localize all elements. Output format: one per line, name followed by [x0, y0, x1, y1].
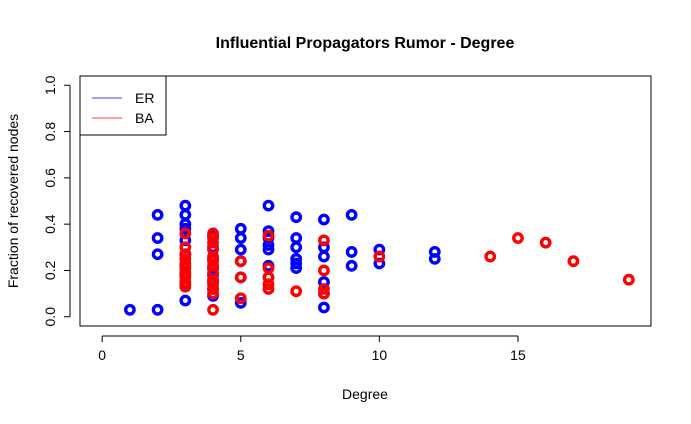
point-ba: [373, 250, 386, 263]
plot-frame: [79, 75, 652, 327]
point-ba: [262, 283, 275, 295]
point-er: [262, 243, 275, 256]
y-tick-label: 0.0: [42, 307, 58, 327]
point-ba: [207, 232, 219, 244]
point-ba: [179, 227, 192, 240]
point-ba: [622, 273, 635, 286]
point-er: [179, 222, 192, 235]
point-er: [151, 303, 164, 316]
point-ba: [179, 280, 192, 293]
legend-label-er: ER: [135, 90, 154, 106]
point-er: [290, 257, 303, 270]
point-er: [290, 262, 303, 275]
point-ba: [318, 264, 330, 277]
point-ba: [234, 292, 247, 305]
point-er: [318, 213, 330, 226]
point-er: [345, 246, 358, 258]
point-er: [290, 211, 303, 224]
points-layer: [123, 199, 635, 316]
point-er: [428, 252, 441, 265]
point-ba: [179, 276, 192, 288]
point-ba: [318, 234, 330, 247]
x-tick-label: 5: [237, 347, 245, 363]
point-er: [151, 208, 164, 221]
point-ba: [234, 271, 247, 284]
point-er: [290, 241, 303, 254]
point-ba: [318, 287, 330, 300]
y-tick-label: 0.2: [42, 261, 58, 281]
point-ba: [207, 255, 219, 268]
point-er: [318, 301, 330, 314]
x-axis: 0 5 10 15: [98, 335, 526, 363]
y-tick-label: 1.0: [42, 75, 58, 95]
point-ba: [290, 285, 303, 298]
point-ba: [234, 255, 247, 268]
legend-label-ba: BA: [135, 110, 154, 126]
point-ba: [262, 229, 275, 242]
point-ba: [484, 250, 497, 263]
point-er: [151, 248, 164, 261]
y-axis: 0.0 0.2 0.4 0.6 0.8 1.0: [42, 75, 71, 327]
point-ba: [262, 278, 275, 291]
x-tick-label: 15: [510, 347, 526, 363]
point-ba: [207, 303, 219, 316]
point-ba: [207, 283, 219, 295]
x-tick-label: 10: [372, 347, 388, 363]
y-axis-label: Fraction of recovered nodes: [5, 114, 21, 288]
point-er: [234, 243, 247, 256]
y-tick-label: 0.8: [42, 122, 58, 142]
point-ba: [318, 283, 330, 295]
point-er: [262, 199, 275, 212]
point-er: [151, 232, 164, 244]
point-ba: [207, 287, 219, 300]
point-er: [123, 303, 136, 316]
x-tick-label: 0: [98, 347, 106, 363]
y-tick-label: 0.4: [42, 214, 58, 234]
legend: ER BA: [79, 75, 167, 136]
point-ba: [512, 232, 524, 244]
point-ba: [539, 236, 552, 249]
point-er: [179, 294, 192, 307]
point-er: [345, 259, 358, 272]
point-ba: [567, 255, 580, 268]
legend-box: [79, 75, 167, 136]
point-er: [318, 250, 330, 263]
point-er: [234, 296, 247, 309]
point-er: [234, 232, 247, 244]
chart-title: Influential Propagators Rumor - Degree: [216, 35, 515, 52]
y-tick-label: 0.6: [42, 168, 58, 188]
x-axis-label: Degree: [342, 386, 388, 402]
point-er: [345, 208, 358, 221]
